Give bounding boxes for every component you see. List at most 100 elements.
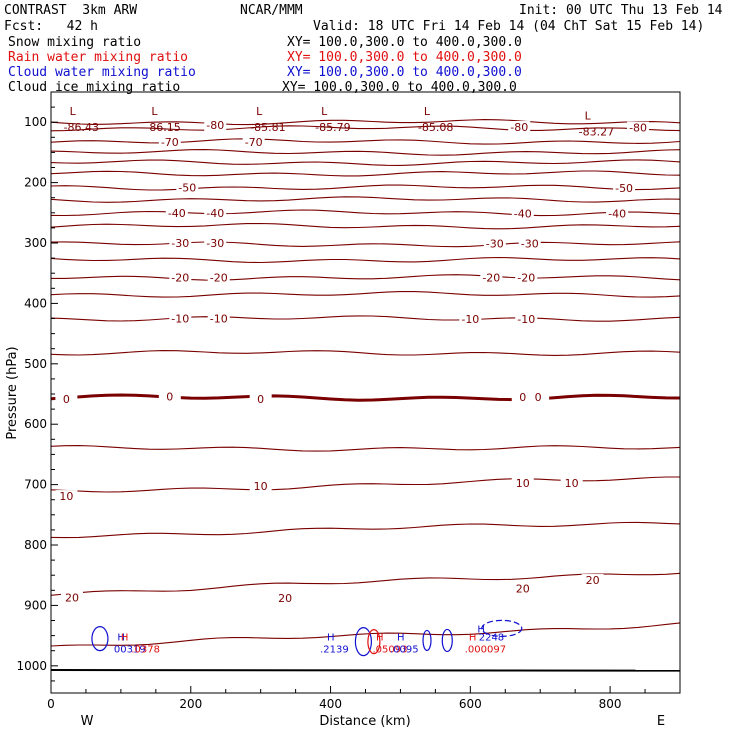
field-label-rain: Rain water mixing ratio (8, 50, 189, 65)
isotherm-line (50, 521, 681, 539)
contour-label: -10 (171, 313, 189, 326)
contour-label: -40 (206, 207, 224, 220)
isotherm-line (50, 196, 681, 203)
contour-label: -80 (510, 121, 528, 134)
low-value: -85.08 (418, 121, 453, 134)
contour-label-bg (169, 237, 192, 250)
contour-label-bg (55, 392, 78, 405)
contour-label: 0 (535, 391, 542, 404)
contour-label: -20 (482, 271, 500, 284)
low-value: -85.81 (250, 121, 285, 134)
hydrometeor-contour (91, 626, 109, 652)
contour-label: 0 (166, 390, 173, 403)
contour-label-bg (459, 313, 482, 326)
isotherm-line (50, 149, 681, 156)
tropopause-lows: L -86.43 L -86.15 L -85.81 L -85.79 L -85.08 L -83.… (64, 105, 615, 139)
isotherm-line (50, 170, 681, 177)
hydrometeor-label: H (477, 625, 485, 636)
isotherm-line (50, 622, 681, 647)
contour-label-bg (581, 574, 604, 587)
contour-label-bg (242, 136, 265, 149)
contour-label: -30 (171, 237, 189, 250)
contour-label-bg (165, 206, 188, 219)
hydrometeor-label: H (327, 632, 335, 643)
hydrometeor-label: H (117, 632, 125, 643)
low-value: -86.15 (145, 121, 180, 134)
hydrometeor-label: 2248 (479, 632, 504, 643)
y-tick-label: 700 (24, 478, 47, 492)
contour-label: 10 (516, 477, 530, 490)
y-tick-label: 100 (24, 115, 47, 129)
contour-label-bg (60, 591, 83, 604)
contour-label-bg (511, 207, 534, 220)
field-xy-cloud-ice: XY= 100.0,300.0 to 400.0,300.0 (282, 80, 517, 95)
contour-label-bg (207, 312, 230, 325)
isotherm-line (50, 125, 681, 132)
low-marker: L (256, 105, 263, 118)
isotherm-line (50, 256, 681, 264)
forecast-hour: Fcst: 42 h (4, 19, 98, 34)
contour-label-bg (560, 476, 583, 489)
contour-label: -80 (629, 122, 647, 135)
contour-label-bg (511, 476, 534, 489)
y-tick-label: 200 (24, 176, 47, 190)
y-tick-label: 1000 (16, 659, 47, 673)
contour-label-bg (606, 207, 629, 220)
field-label-snow: Snow mixing ratio (8, 35, 142, 50)
hydrometeor-label: .2139 (320, 645, 349, 656)
contour-label: 10 (565, 477, 579, 490)
low-marker: L (585, 110, 592, 123)
contour-label: 0 (519, 391, 526, 404)
contour-label: -20 (171, 271, 189, 284)
contour-label: -70 (161, 136, 179, 149)
contour-label: 20 (65, 592, 79, 605)
contour-label-bg (274, 592, 297, 605)
isotherm-line (50, 159, 681, 166)
isotherm-line (50, 445, 681, 452)
contour-label-bg (169, 271, 192, 284)
ground-line (50, 669, 681, 672)
contour-label-bg (511, 582, 534, 595)
contour-label: -10 (210, 313, 228, 326)
contour-label: -20 (210, 271, 228, 284)
contour-label-bg (249, 479, 272, 492)
hydrometeor-label: .0095 (390, 645, 419, 656)
isotherm-line (50, 393, 681, 402)
low-marker: L (70, 105, 77, 118)
contour-label-bg (613, 182, 636, 195)
x-end-label-east: E (657, 714, 665, 729)
isotherm-line (50, 209, 681, 217)
contour-label: 10 (59, 490, 73, 503)
low-value: -85.79 (315, 121, 350, 134)
contour-label: -30 (206, 237, 224, 250)
contour-label-bg (518, 237, 541, 250)
y-tick-label: 600 (24, 417, 47, 431)
hydrometeor-contour (367, 629, 381, 655)
y-tick-label: 800 (24, 538, 47, 552)
isotherm-line (50, 222, 681, 230)
low-marker: L (424, 105, 431, 118)
contour-label: -10 (517, 313, 535, 326)
contour-label: -50 (178, 181, 196, 194)
hydrometeor-label: .0378 (131, 645, 160, 656)
low-marker: L (151, 105, 158, 118)
contour-label-bg (527, 391, 550, 404)
contour-label: -40 (168, 207, 186, 220)
hydrometeor-label: .05093 (372, 645, 407, 656)
contour-label-bg (515, 313, 538, 326)
contour-label-bg (158, 390, 181, 403)
valid-time: Valid: 18 UTC Fri 14 Feb 14 (04 ChT Sat … (313, 19, 705, 34)
contour-label: -20 (517, 271, 535, 284)
x-tick-label: 600 (459, 697, 482, 711)
contour-label: -30 (521, 238, 539, 251)
low-value: -83.27 (579, 126, 614, 139)
field-label-cloud-water: Cloud water mixing ratio (8, 65, 196, 80)
contour-label: 20 (516, 583, 530, 596)
contour-label: 0 (257, 393, 264, 406)
contour-label-bg (176, 181, 199, 194)
isotherm-line (50, 315, 681, 322)
isotherm-line (50, 119, 681, 126)
contour-label: -80 (206, 119, 224, 132)
y-tick-label: 500 (24, 357, 47, 371)
